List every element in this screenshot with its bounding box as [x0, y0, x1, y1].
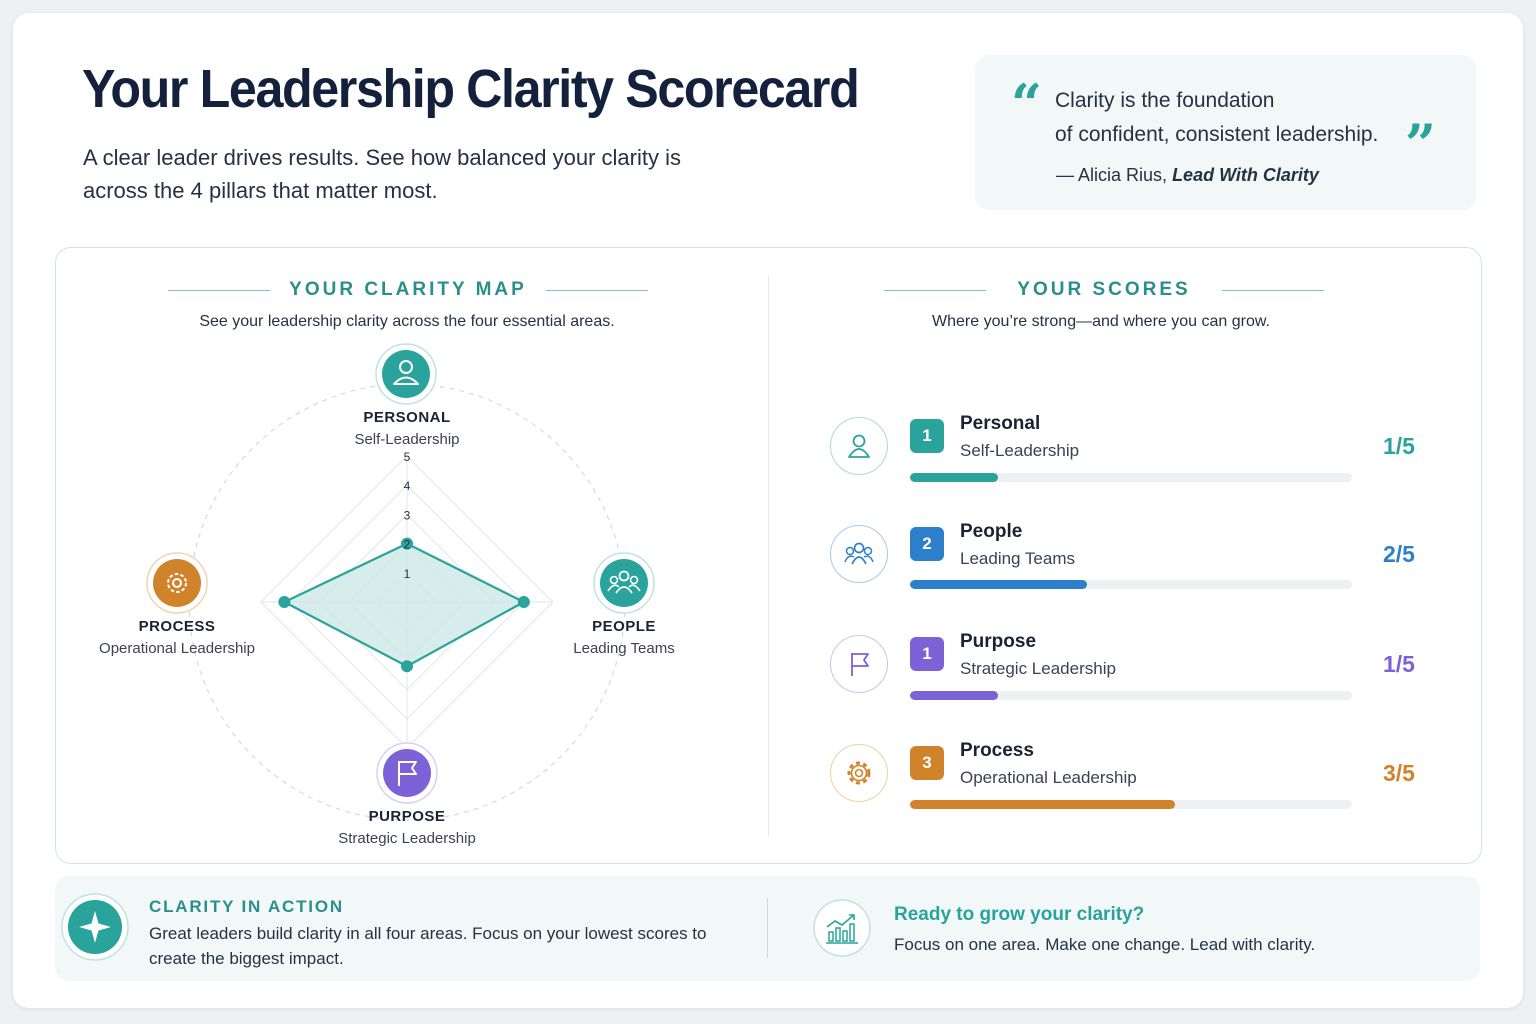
- score-value: 2/5: [1383, 541, 1415, 567]
- panel-divider: [768, 275, 769, 837]
- scores-section-title: YOUR SCORES: [1017, 279, 1191, 300]
- map-title-rule-left: [168, 290, 270, 291]
- person-icon: [830, 417, 888, 475]
- score-progress-track: [910, 691, 1352, 700]
- personal-pillar-label: PERSONAL Self-Leadership: [354, 409, 459, 448]
- quote-author-name: — Alicia Rius,: [1056, 165, 1168, 185]
- personal-pillar-subtitle: Self-Leadership: [354, 431, 460, 448]
- banner-divider: [767, 898, 768, 958]
- scores-title-rule-left: [884, 290, 986, 291]
- score-progress-track: [910, 473, 1352, 482]
- flag-icon: [830, 635, 888, 693]
- score-progress-fill: [910, 800, 1176, 809]
- score-row-subtitle: Operational Leadership: [960, 768, 1137, 787]
- quote-line-2: of confident, consistent leadership.: [1055, 123, 1379, 146]
- sparkle-icon: [61, 893, 129, 961]
- score-progress-fill: [910, 580, 1087, 589]
- rank-badge: 1: [910, 419, 944, 453]
- score-progress-track: [910, 580, 1352, 589]
- people-pillar-label: PEOPLE Leading Teams: [573, 618, 674, 657]
- close-quote-icon: ”: [1405, 112, 1437, 176]
- purpose-pillar-title: PURPOSE: [368, 808, 446, 825]
- clarity-in-action-banner: CLARITY IN ACTION Great leaders build cl…: [55, 876, 1480, 981]
- score-value: 1/5: [1383, 651, 1415, 677]
- growth-chart-icon: [813, 899, 871, 957]
- process-pillar-title: PROCESS: [138, 618, 216, 635]
- rank-badge: 1: [910, 637, 944, 671]
- team-icon: [830, 525, 888, 583]
- page-title: Your Leadership Clarity Scorecard: [82, 59, 860, 119]
- personal-pillar-title: PERSONAL: [363, 409, 451, 426]
- purpose-pillar-subtitle: Strategic Leadership: [338, 830, 476, 847]
- map-title-rule-right: [546, 290, 648, 291]
- quote-text: Clarity is the foundation of confident, …: [1055, 84, 1378, 152]
- open-quote-icon: “: [1011, 72, 1043, 136]
- rank-badge: 3: [910, 746, 944, 780]
- score-progress-fill: [910, 473, 999, 482]
- score-row-subtitle: Leading Teams: [960, 549, 1075, 568]
- score-row-personal: 1 Personal Self-Leadership 1/5: [830, 413, 1430, 507]
- scores-section-subtitle: Where you’re strong—and where you can gr…: [932, 313, 1270, 330]
- purpose-pillar-label: PURPOSE Strategic Leadership: [338, 808, 476, 847]
- process-pillar-subtitle: Operational Leadership: [99, 640, 255, 657]
- score-progress-fill: [910, 691, 999, 700]
- map-section-subtitle: See your leadership clarity across the f…: [199, 313, 615, 330]
- quote-author: — Alicia Rius, Lead With Clarity: [1056, 165, 1319, 186]
- score-row-title: Process: [960, 740, 1034, 761]
- gear-icon: [830, 744, 888, 802]
- score-row-title: Personal: [960, 413, 1041, 434]
- people-pillar-subtitle: Leading Teams: [573, 640, 675, 657]
- people-pillar-title: PEOPLE: [592, 618, 656, 635]
- score-value: 3/5: [1383, 760, 1415, 786]
- score-row-people: 2 People Leading Teams 2/5: [830, 521, 1430, 615]
- quote-book-title: Lead With Clarity: [1172, 165, 1319, 185]
- action-title: CLARITY IN ACTION: [149, 897, 344, 916]
- score-row-purpose: 1 Purpose Strategic Leadership 1/5: [830, 631, 1430, 725]
- rank-badge: 2: [910, 527, 944, 561]
- score-progress-track: [910, 800, 1352, 809]
- score-row-subtitle: Self-Leadership: [960, 441, 1080, 460]
- score-row-title: People: [960, 521, 1023, 542]
- scores-title-rule-right: [1222, 290, 1324, 291]
- quote-box: “ Clarity is the foundation of confident…: [975, 55, 1476, 210]
- quote-line-1: Clarity is the foundation: [1055, 89, 1275, 112]
- action-text: Great leaders build clarity in all four …: [149, 924, 707, 968]
- map-section-title: YOUR CLARITY MAP: [289, 279, 527, 300]
- score-row-subtitle: Strategic Leadership: [960, 659, 1116, 678]
- process-pillar-label: PROCESS Operational Leadership: [99, 618, 255, 657]
- cta-text: Focus on one area. Make one change. Lead…: [894, 935, 1316, 954]
- score-value: 1/5: [1383, 433, 1415, 459]
- score-row-title: Purpose: [960, 631, 1037, 652]
- cta-title: Ready to grow your clarity?: [894, 904, 1145, 925]
- page-subtitle: A clear leader drives results. See how b…: [83, 145, 681, 203]
- score-row-process: 3 Process Operational Leadership 3/5: [830, 740, 1430, 834]
